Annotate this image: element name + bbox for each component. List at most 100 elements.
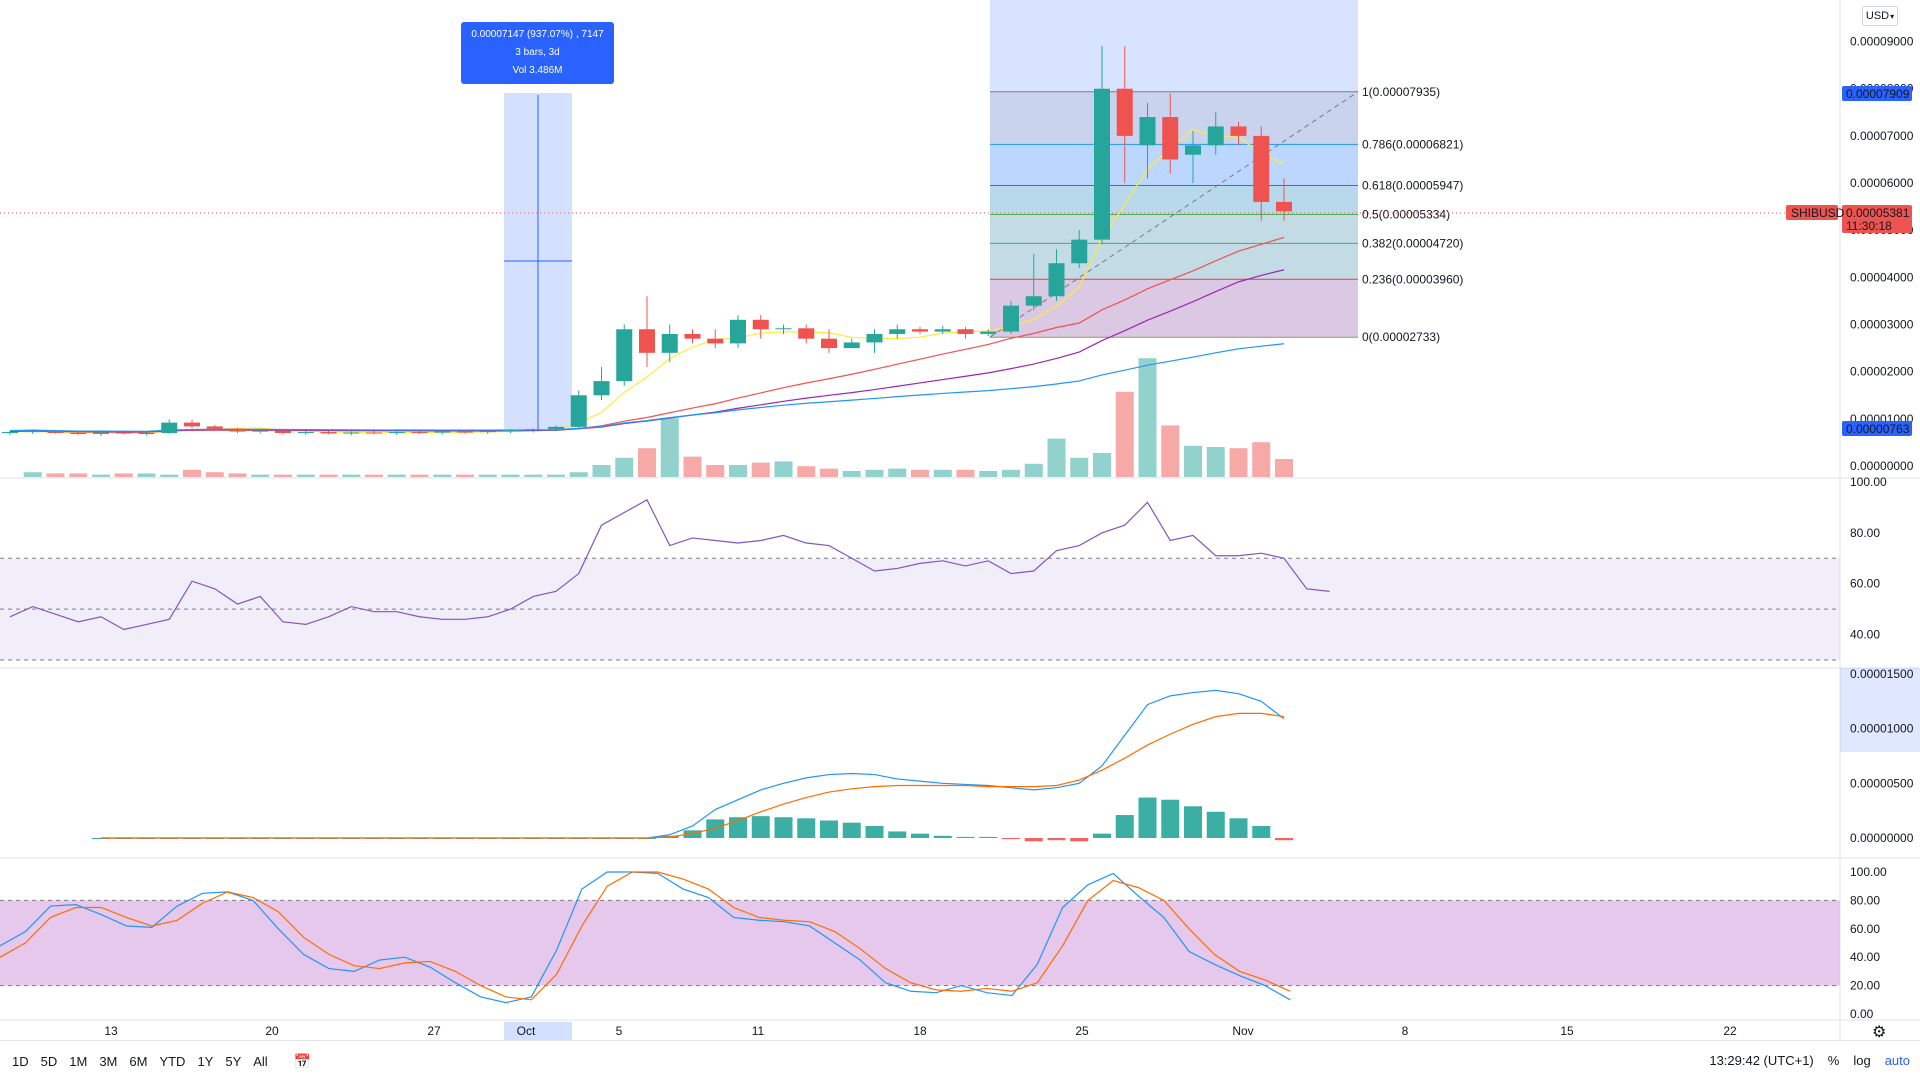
x-axis-highlight xyxy=(504,1022,572,1040)
symbol-tag: SHIBUSD xyxy=(1791,206,1845,220)
price-tick-2: 0.00007000 xyxy=(1850,129,1914,143)
range-ytd-button[interactable]: YTD xyxy=(159,1053,186,1069)
price-tag-lower-bg xyxy=(1842,421,1912,436)
stoch-tick-1: 80.00 xyxy=(1850,893,1880,907)
candle-body xyxy=(752,319,769,330)
price-tick-5: 0.00004000 xyxy=(1850,270,1914,284)
price-tick-6: 0.00003000 xyxy=(1850,318,1914,332)
x-tick-5: 11 xyxy=(752,1024,765,1038)
candle-body xyxy=(411,432,428,434)
macd-histogram-bar xyxy=(1275,838,1293,841)
volume-bar xyxy=(979,471,998,477)
range-3m-button[interactable]: 3M xyxy=(99,1053,118,1069)
volume-bar xyxy=(46,473,65,477)
volume-bar xyxy=(319,474,338,477)
rsi-line xyxy=(9,498,1330,631)
macd-histogram-bar xyxy=(774,817,793,838)
price-tick-9: 0.00000000 xyxy=(1850,459,1914,473)
candle-body xyxy=(93,432,109,434)
candle-body xyxy=(1116,88,1133,136)
fib-label-1: 0.786(0.00006821) xyxy=(1362,137,1463,151)
volume-bar xyxy=(137,473,156,477)
macd-histogram-bar xyxy=(865,825,884,838)
candle-body xyxy=(1025,296,1042,306)
volume-bar xyxy=(114,473,133,477)
candle-body xyxy=(275,430,291,433)
x-tick-8: Nov xyxy=(1232,1024,1253,1038)
candle-body xyxy=(775,328,792,330)
volume-bar xyxy=(251,474,270,477)
candle-body xyxy=(1139,117,1156,146)
chevron-down-icon: ▾ xyxy=(1890,11,1895,21)
price-tick-7: 0.00002000 xyxy=(1850,365,1914,379)
volume-bar xyxy=(1252,442,1271,477)
volume-bar xyxy=(1070,457,1089,477)
volume-bar xyxy=(478,474,497,477)
volume-bar xyxy=(433,474,452,477)
percent-toggle[interactable]: % xyxy=(1827,1053,1840,1068)
stoch-line-1 xyxy=(0,871,1291,1001)
x-tick-0: 13 xyxy=(104,1024,118,1038)
volume-bar xyxy=(569,472,588,477)
gear-icon[interactable]: ⚙ xyxy=(1872,1024,1887,1041)
candle-body xyxy=(457,431,473,433)
volume-bar xyxy=(410,474,429,477)
x-tick-3: Oct xyxy=(517,1024,536,1038)
stoch-tick-2: 60.00 xyxy=(1850,922,1880,936)
volume-bar xyxy=(933,469,952,477)
range-1m-button[interactable]: 1M xyxy=(69,1053,88,1069)
stoch-tick-5: 0.00 xyxy=(1850,1007,1874,1021)
range-1d-button[interactable]: 1D xyxy=(12,1053,29,1069)
volume-bar xyxy=(706,465,725,477)
macd-histogram-bar xyxy=(1070,838,1089,842)
macd-tick-0: 0.00001500 xyxy=(1850,667,1914,681)
range-6m-button[interactable]: 6M xyxy=(129,1053,148,1069)
volume-bar xyxy=(228,473,247,477)
volume-bar xyxy=(547,474,565,477)
candle-body xyxy=(2,432,18,434)
volume-bar xyxy=(501,474,520,477)
candle-body xyxy=(70,432,87,434)
volume-bar xyxy=(342,474,361,477)
range-1y-button[interactable]: 1Y xyxy=(197,1053,214,1069)
fib-label-6: 0(0.00002733) xyxy=(1362,330,1440,344)
moving-average-100 xyxy=(9,343,1285,432)
candle-body xyxy=(366,432,382,434)
auto-toggle[interactable]: auto xyxy=(1884,1053,1910,1068)
macd-line-1 xyxy=(101,712,1285,839)
goto-date-icon[interactable]: 📅 xyxy=(293,1052,312,1069)
x-tick-9: 8 xyxy=(1402,1024,1409,1038)
price-tag-last: 0.00005381 xyxy=(1846,206,1910,220)
price-tick-3: 0.00006000 xyxy=(1850,176,1914,190)
range-5y-button[interactable]: 5Y xyxy=(225,1053,242,1069)
macd-histogram-bar xyxy=(1138,797,1157,838)
macd-tick-1: 0.00001000 xyxy=(1850,722,1914,736)
x-tick-1: 20 xyxy=(265,1024,279,1038)
macd-histogram-bar xyxy=(1206,811,1225,838)
volume-bar xyxy=(683,456,702,477)
macd-histogram-bar xyxy=(1093,833,1111,838)
volume-bar xyxy=(274,474,292,477)
candle-body xyxy=(639,329,655,353)
range-5d-button[interactable]: 5D xyxy=(40,1053,58,1069)
stoch-tick-0: 100.00 xyxy=(1850,865,1887,879)
fib-zone-3 xyxy=(990,214,1358,244)
x-tick-4: 5 xyxy=(616,1024,623,1038)
volume-bar xyxy=(92,474,110,477)
currency-label: USD xyxy=(1865,10,1890,22)
candle-body xyxy=(934,329,951,332)
currency-selector[interactable]: USD ▾ xyxy=(1862,6,1898,26)
range-all-button[interactable]: All xyxy=(253,1053,268,1069)
macd-histogram-bar xyxy=(888,831,907,838)
x-tick-6: 18 xyxy=(913,1024,927,1038)
candle-body xyxy=(798,328,815,339)
log-toggle[interactable]: log xyxy=(1853,1053,1871,1068)
volume-bar xyxy=(774,461,793,477)
price-tag-upper: 0.00007909 xyxy=(1846,87,1910,101)
candle-body xyxy=(1003,305,1019,332)
rsi-tick-3: 40.00 xyxy=(1850,628,1880,642)
volume-bar xyxy=(751,462,770,477)
fib-label-2: 0.618(0.00005947) xyxy=(1362,179,1463,193)
volume-bar xyxy=(956,469,975,477)
